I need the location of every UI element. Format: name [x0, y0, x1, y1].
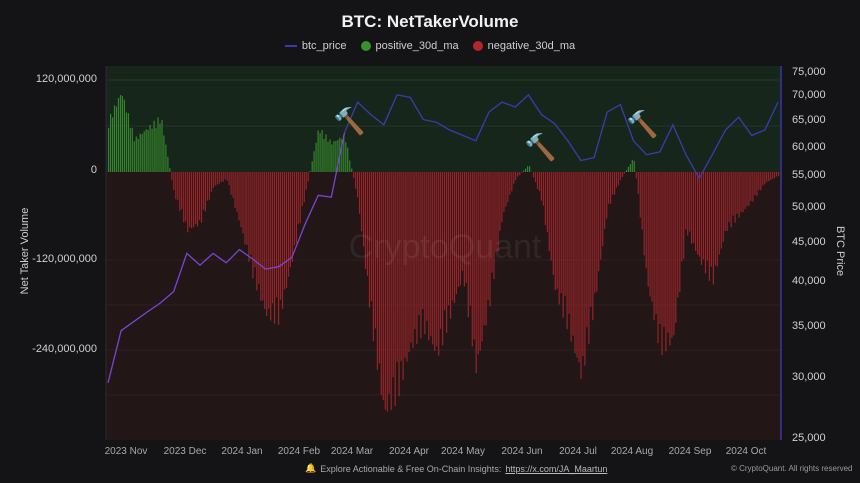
btc-price-line	[343, 93, 779, 180]
copyright: © CryptoQuant. All rights reserved	[731, 464, 853, 473]
legend-label: negative_30d_ma	[487, 40, 576, 52]
legend-item-negative[interactable]: negative_30d_ma	[472, 40, 576, 52]
left-tick: 120,000,000	[35, 73, 97, 85]
positive-zone	[106, 66, 781, 172]
right-tick: 55,000	[792, 169, 826, 181]
right-tick: 75,000	[792, 66, 826, 78]
right-tick: 60,000	[792, 141, 826, 153]
left-axis-label: Net Taker Volume	[19, 207, 31, 295]
right-tick: 45,000	[792, 236, 826, 248]
legend: btc_price positive_30d_ma negative_30d_m…	[0, 40, 860, 52]
volume-bars	[108, 95, 780, 412]
x-tick: 2024 Aug	[610, 446, 654, 457]
footer-link[interactable]: https://x.com/JA_Maartun	[505, 463, 608, 474]
x-tick: 2023 Nov	[104, 446, 148, 457]
watermark: CryptoQuant	[349, 228, 542, 266]
right-tick: 40,000	[792, 275, 826, 287]
hammer-icon: 🔨	[626, 109, 659, 139]
legend-item-positive[interactable]: positive_30d_ma	[360, 40, 459, 52]
right-tick: 35,000	[792, 320, 826, 332]
right-tick: 25,000	[792, 432, 826, 444]
left-tick: -240,000,000	[32, 343, 97, 355]
red-dot-icon	[472, 41, 483, 51]
legend-label: btc_price	[301, 40, 347, 52]
bell-icon: 🔔	[305, 463, 317, 473]
legend-item-btc-price[interactable]: btc_price	[284, 40, 347, 52]
left-tick: 0	[90, 164, 97, 176]
right-tick: 30,000	[792, 371, 826, 383]
footer: 🔔 Explore Actionable & Free On-Chain Ins…	[305, 463, 607, 474]
right-axis-label: BTC Price	[834, 225, 846, 277]
x-tick: 2024 Mar	[330, 446, 374, 457]
chart-title: BTC: NetTakerVolume	[341, 12, 519, 31]
x-tick: 2024 Feb	[277, 446, 321, 457]
footer-text: Explore Actionable & Free On-Chain Insig…	[320, 463, 502, 474]
x-tick: 2024 Apr	[388, 446, 430, 457]
x-tick: 2024 Jan	[221, 446, 263, 457]
green-dot-icon	[360, 41, 371, 51]
left-tick: -120,000,000	[32, 253, 97, 265]
right-tick: 70,000	[792, 89, 826, 101]
x-tick: 2024 Sep	[668, 446, 712, 457]
hammer-icon: 🔨	[524, 132, 557, 162]
x-tick: 2024 Jul	[559, 446, 597, 457]
hammer-icon: 🔨	[333, 106, 366, 136]
right-tick: 65,000	[792, 114, 826, 126]
legend-label: positive_30d_ma	[375, 40, 459, 52]
x-tick: 2023 Dec	[163, 446, 207, 457]
x-tick: 2024 May	[441, 446, 485, 457]
x-tick: 2024 Oct	[725, 446, 767, 457]
right-tick: 50,000	[792, 201, 826, 213]
x-tick: 2024 Jun	[501, 446, 543, 457]
btc-price-line-early	[107, 132, 346, 384]
line-swatch-icon	[284, 45, 297, 47]
